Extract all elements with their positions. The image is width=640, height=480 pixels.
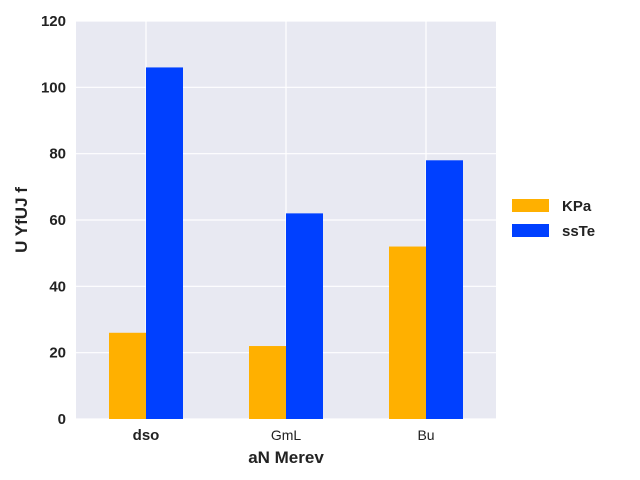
y-tick-label: 40 <box>49 278 66 295</box>
bar-KPa-GmL <box>249 346 286 419</box>
legend: KPa ssTe <box>512 198 595 240</box>
bar-ssTe-Bu <box>426 160 463 420</box>
legend-swatch <box>512 199 549 212</box>
y-axis-label: U YfUJ f <box>12 187 31 253</box>
bar-ssTe-GmL <box>286 213 323 419</box>
bar-KPa-Bu <box>389 246 426 419</box>
y-tick-label: 80 <box>49 146 66 163</box>
bar-KPa-dso <box>109 332 146 419</box>
legend-label: ssTe <box>562 223 595 240</box>
x-tick-label: dso <box>133 427 160 444</box>
x-axis-label: aN Merev <box>248 448 324 467</box>
y-tick-label: 120 <box>41 13 66 30</box>
y-tick-label: 100 <box>41 79 66 96</box>
y-tick-label: 0 <box>58 411 66 428</box>
y-axis-ticks: 0 20 40 60 80 100 120 <box>41 13 66 428</box>
bars <box>109 67 463 420</box>
x-tick-label: Bu <box>417 427 434 443</box>
x-tick-label: GmL <box>271 427 302 443</box>
bar-ssTe-dso <box>146 67 183 419</box>
x-axis-ticks: dso GmL Bu <box>133 427 435 444</box>
y-tick-label: 20 <box>49 345 66 362</box>
legend-label: KPa <box>562 198 592 215</box>
legend-swatch <box>512 224 549 237</box>
y-tick-label: 60 <box>49 212 66 229</box>
